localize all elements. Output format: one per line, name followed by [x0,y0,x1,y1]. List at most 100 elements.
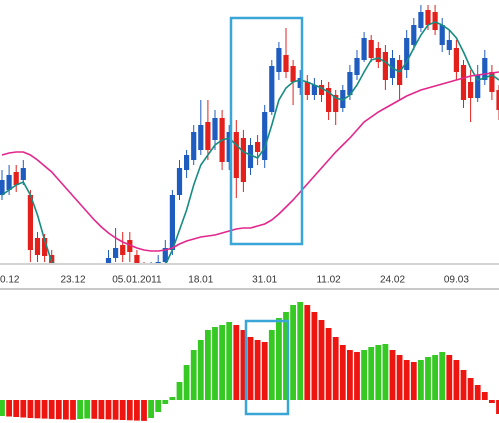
candle-body [340,90,346,108]
oscillator-bar [134,400,140,421]
candle-body [113,248,119,258]
highlight-box [229,16,304,246]
x-tick-label: 24.02 [380,275,405,286]
candle-body [20,168,26,180]
oscillator-bar [148,400,154,418]
candle-body [326,88,332,112]
oscillator-bar [176,382,183,400]
candle-body [304,82,310,95]
oscillator-bar [453,360,460,400]
oscillator-bar [212,327,218,400]
candle-body [191,132,197,160]
oscillator-bar [347,350,353,400]
candle-body [6,175,12,190]
candle-body [333,95,339,112]
candle-body [418,12,424,28]
oscillator-bar [13,400,20,417]
oscillator-bar [276,318,282,400]
candle-body [425,10,431,25]
oscillator-bar [254,340,261,400]
candle-body [226,132,232,162]
oscillator-bar [496,400,499,414]
candle-body [375,48,381,62]
oscillator-bar [361,350,367,400]
candle-body [205,122,211,150]
oscillator-bar [91,400,98,419]
x-tick-label: 11.02 [316,275,341,286]
candle-body [247,145,254,168]
highlight-box [244,319,290,416]
oscillator-bar [439,352,446,400]
candle-body [49,255,55,263]
oscillator-bar [41,400,48,419]
candle-body [468,82,474,98]
candle-body [162,248,168,262]
candle-body [27,195,33,250]
oscillator-bar [63,400,69,420]
oscillator-bar [183,365,190,400]
x-tick-label: 31.01 [252,275,277,286]
x-labels: 0.12 23.12 05.01.2011 18.01 31.01 11.02 24.02 0… [0,275,469,286]
oscillator-bar [141,400,147,421]
candle-body [368,40,374,58]
oscillator-panel [0,302,499,421]
candle-body [283,55,289,72]
oscillator-bar [489,400,495,403]
candle-body [354,58,360,75]
candle-body [240,138,246,182]
candle-body [276,48,282,72]
oscillator-bar [396,355,403,400]
x-tick-label: 0.12 [0,275,20,286]
oscillator-bar [354,352,360,400]
candle-body [297,78,303,88]
oscillator-bar [389,350,396,400]
candle-body [439,25,445,45]
candle-body [13,172,19,185]
candle-body [482,58,488,80]
oscillator-bar [98,400,105,420]
candle-body [184,155,190,170]
candle-body [233,132,239,178]
oscillator-bar [6,400,12,417]
oscillator-bar [460,370,467,400]
candle-body [169,195,175,250]
x-tick-label: 18.01 [188,275,213,286]
candle-body [460,65,467,100]
oscillator-bar [382,344,389,400]
candle-body [347,72,353,95]
oscillator-bar [84,400,91,419]
moving-average-line [1,21,499,263]
oscillator-bar [318,320,325,400]
oscillator-bar [339,345,346,400]
oscillator-bar [368,347,375,400]
oscillator-bar [290,305,296,400]
candle-body [290,66,296,82]
oscillator-bar [126,400,133,421]
candle-body [475,75,481,98]
oscillator-bar [481,392,488,400]
candle-body [411,25,417,45]
candle-body [262,112,268,160]
oscillator-bar [20,400,27,418]
candle-body [489,72,495,92]
oscillator-bar [233,325,240,400]
oscillator-bar [34,400,41,419]
x-tick-label: 05.01.2011 [112,275,162,286]
oscillator-bar [197,340,204,400]
oscillator-bar [226,322,233,400]
oscillator-bar [205,330,211,400]
oscillator-bar [446,355,453,400]
candle-body [105,258,112,263]
candle-body [198,125,204,150]
oscillator-bar [425,357,431,400]
oscillator-bar [375,345,382,400]
oscillator-bar [105,400,112,420]
oscillator-bar [283,312,289,400]
oscillator-bar [325,328,332,400]
candle-body [212,118,218,140]
oscillator-bar [27,400,34,418]
candle-body [120,245,126,255]
oscillator-bar [112,400,119,420]
oscillator-bar [418,360,424,400]
